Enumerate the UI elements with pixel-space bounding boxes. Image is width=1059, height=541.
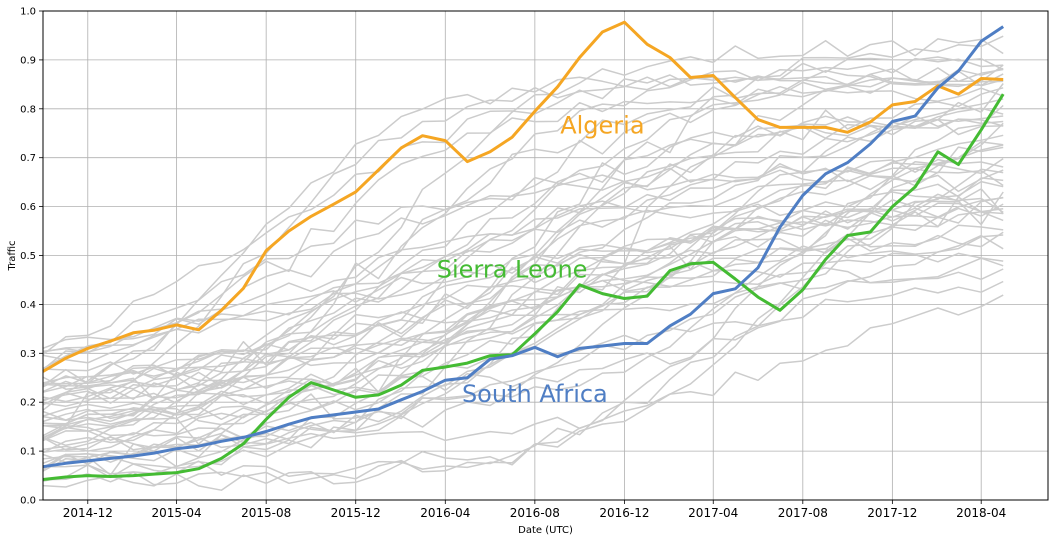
y-tick-label: 0.2 [20,398,36,409]
x-tick-label: 2016-04 [420,506,470,520]
y-tick-label: 0.0 [20,496,36,507]
y-tick-label: 0.9 [20,55,36,66]
background-series-line [42,87,1004,385]
background-series-line [42,203,1004,350]
background-series-line [42,191,1004,402]
background-series-line [42,168,1004,486]
background-series-line [42,157,1004,364]
y-tick-label: 0.3 [20,349,36,360]
background-series-line [42,35,1004,471]
background-series-line [42,280,1004,417]
background-series-line [42,188,1004,393]
background-series-line [42,231,1004,437]
sierra-leone-label: Sierra Leone [437,256,588,284]
algeria-label: Algeria [560,111,644,139]
x-axis-ticks: 2014-12 2015-04 2015-08 2015-12 2016-04 2016-… [63,500,1006,520]
y-tick-label: 0.1 [20,447,36,458]
background-series-line [42,56,1004,356]
background-series-line [42,115,1004,445]
y-tick-label: 0.6 [20,202,36,213]
south-africa-label: South Africa [462,380,608,408]
background-series-line [42,180,1004,404]
x-tick-label: 2017-08 [778,506,828,520]
background-series-line [42,141,1004,454]
x-tick-label: 2015-12 [331,506,381,520]
x-tick-label: 2018-04 [956,506,1006,520]
x-tick-label: 2016-08 [510,506,560,520]
x-tick-label: 2015-04 [152,506,202,520]
y-tick-label: 1.0 [20,7,36,18]
background-series-line [42,98,1004,407]
series-annotations: Algeria Sierra Leone South Africa [437,111,645,408]
y-tick-label: 0.5 [20,251,36,262]
background-series-line [42,69,1004,411]
background-series-line [42,118,1004,464]
background-series-line [42,83,1004,451]
y-axis-label: Traffic [7,240,18,271]
background-series-line [42,197,1004,406]
x-tick-label: 2017-12 [867,506,917,520]
background-series-line [42,38,1004,423]
background-series-line [42,64,1004,441]
background-series-line [42,144,1004,425]
x-tick-label: 2014-12 [63,506,113,520]
highlighted-country-lines [42,20,1005,481]
background-series-line [42,115,1004,384]
x-tick-label: 2015-08 [241,506,291,520]
background-country-lines [42,35,1004,491]
background-series-line [42,177,1004,388]
y-axis-ticks: 0.0 0.1 0.2 0.3 0.4 0.5 0.6 0.7 0.8 0.9 1.0 [20,7,43,507]
background-series-line [42,294,1004,453]
x-axis-label: Date (UTC) [518,525,573,536]
y-tick-label: 0.7 [20,153,36,164]
x-tick-label: 2017-04 [688,506,738,520]
background-series-line [42,104,1004,491]
background-series-line [42,115,1004,472]
sierra-leone-series-line [42,93,1005,481]
algeria-series-line [42,20,1004,373]
background-series-line [43,234,1004,437]
background-series-line [42,267,1004,452]
background-series-line [42,169,1004,370]
y-tick-label: 0.8 [20,104,36,115]
background-series-line [42,170,1004,371]
x-tick-label: 2016-12 [599,506,649,520]
background-series-line [42,252,1004,426]
south-africa-series-line [42,25,1005,469]
background-series-line [42,257,1004,393]
y-tick-label: 0.4 [20,300,36,311]
